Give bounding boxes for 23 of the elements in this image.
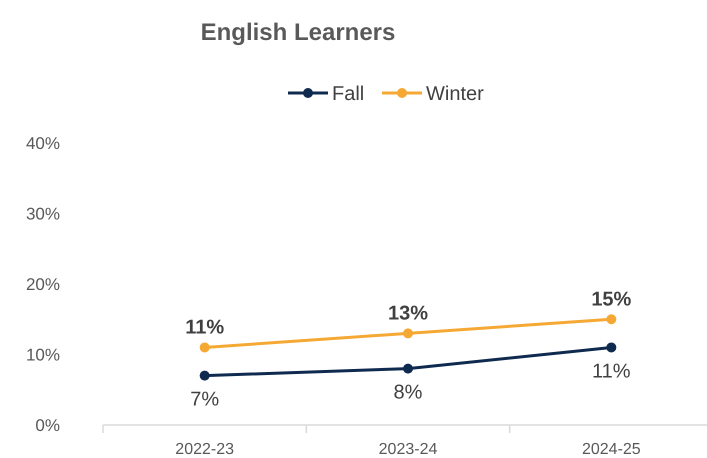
point [606,314,616,324]
x-tick-label: 2022-23 [175,441,234,458]
y-tick-label: 20% [26,275,60,294]
y-tick-label: 30% [26,204,60,224]
y-tick-label: 10% [26,346,60,364]
data-label: 7% [190,388,220,411]
data-label: 11% [592,360,631,382]
point [403,328,413,338]
data-label: 11% [185,316,224,338]
legend-label: Winter [426,83,484,105]
point [200,370,210,381]
x-tick-label: 2023-24 [378,441,438,458]
point [200,342,210,352]
y-tick-label: 0% [35,416,60,435]
data-label: 15% [591,288,632,310]
legend-label: Fall [332,83,364,105]
chart-title: English Learners [200,19,396,46]
x-tick-label: 2024-25 [582,441,641,458]
y-tick-label: 40% [26,134,60,153]
point [403,364,413,374]
point [606,342,616,352]
data-label: 13% [388,302,428,324]
data-label: 8% [394,382,423,404]
